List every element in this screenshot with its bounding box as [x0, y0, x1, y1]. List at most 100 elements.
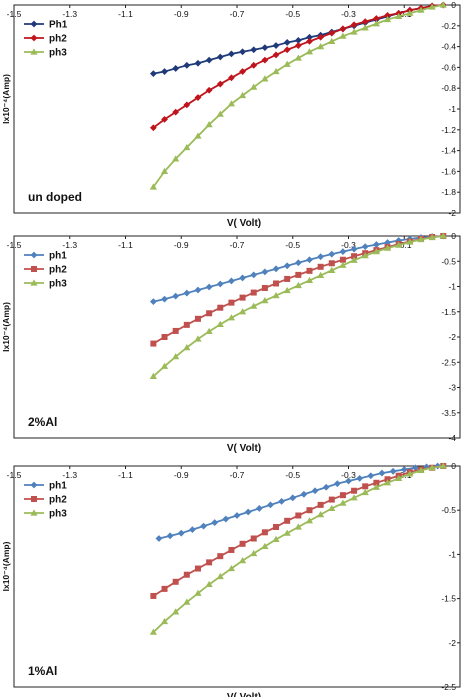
- y-tick-label: -1.5: [441, 307, 456, 317]
- data-point: [216, 320, 224, 327]
- y-tick-label: -4: [448, 433, 456, 443]
- legend-marker: [30, 481, 38, 489]
- x-tick-label: -0.7: [230, 240, 245, 250]
- data-point: [400, 466, 408, 473]
- data-point: [356, 474, 364, 482]
- data-point: [383, 479, 392, 486]
- data-point: [283, 60, 291, 67]
- data-point: [239, 540, 246, 547]
- data-point: [261, 529, 268, 536]
- x-tick-label: -0.7: [230, 9, 245, 19]
- data-point: [328, 504, 336, 512]
- data-point: [417, 466, 425, 474]
- data-point: [294, 54, 302, 61]
- data-point: [161, 116, 168, 123]
- data-point: [284, 517, 291, 524]
- data-point: [194, 589, 202, 596]
- data-point: [294, 36, 302, 44]
- data-point: [205, 283, 213, 291]
- data-point: [439, 232, 447, 239]
- data-point: [227, 314, 236, 321]
- y-tick-label: -0.2: [441, 21, 456, 31]
- data-point: [367, 472, 375, 480]
- data-point: [206, 310, 213, 317]
- plot-frame: [13, 4, 461, 214]
- data-point: [261, 297, 269, 304]
- data-point: [183, 101, 191, 109]
- data-point: [228, 277, 235, 285]
- data-point: [317, 271, 325, 278]
- data-point: [172, 353, 180, 360]
- legend-label: ph3: [49, 48, 67, 59]
- data-point: [395, 241, 403, 248]
- data-point: [238, 556, 247, 564]
- data-point: [239, 48, 246, 56]
- x-tick-label: -1.3: [62, 470, 77, 480]
- data-point: [383, 244, 392, 251]
- data-point: [194, 565, 201, 572]
- data-point: [233, 512, 241, 519]
- legend-marker: [31, 266, 37, 272]
- data-point: [250, 46, 258, 54]
- y-tick-label: -1.4: [441, 146, 456, 156]
- y-tick-label: -1.5: [441, 594, 456, 604]
- data-point: [351, 487, 358, 494]
- y-tick-label: -2: [448, 638, 456, 648]
- data-point: [306, 256, 313, 264]
- x-tick-label: -1.5: [7, 470, 22, 480]
- x-tick-label: -0.7: [230, 470, 245, 480]
- data-point: [372, 483, 380, 490]
- data-point: [149, 298, 157, 306]
- data-point: [328, 37, 336, 44]
- y-tick-label: -2: [448, 208, 456, 218]
- data-point: [350, 21, 358, 29]
- data-point: [317, 33, 325, 41]
- x-tick-label: -0.3: [341, 470, 356, 480]
- data-point: [155, 535, 163, 542]
- data-point: [328, 29, 336, 37]
- data-point: [361, 243, 369, 251]
- data-point: [361, 252, 369, 259]
- data-point: [294, 259, 302, 267]
- data-point: [361, 24, 369, 31]
- data-point: [428, 3, 436, 10]
- data-point: [239, 294, 246, 301]
- legend-marker: [30, 20, 38, 28]
- data-point: [250, 83, 258, 90]
- x-tick-label: -0.9: [174, 9, 189, 19]
- data-point: [328, 260, 335, 267]
- legend-label: Ph1: [49, 20, 68, 31]
- data-point: [339, 248, 347, 256]
- data-point: [289, 494, 297, 502]
- data-point: [339, 499, 347, 506]
- y-tick-label: -2: [448, 332, 456, 342]
- data-point: [183, 571, 190, 578]
- data-point: [261, 542, 269, 550]
- data-point: [161, 334, 168, 340]
- data-point: [384, 12, 391, 19]
- x-tick-label: -1.1: [118, 240, 133, 250]
- legend-marker: [30, 279, 38, 286]
- data-point: [216, 80, 224, 88]
- y-tick-label: -0.5: [441, 256, 456, 266]
- data-point: [339, 32, 347, 39]
- x-tick-label: -0.9: [174, 240, 189, 250]
- data-point: [328, 266, 336, 273]
- y-tick-label: -0.8: [441, 83, 456, 93]
- data-point: [373, 479, 380, 486]
- data-point: [428, 464, 436, 471]
- data-point: [216, 572, 224, 580]
- data-point: [194, 59, 202, 67]
- data-point: [339, 261, 347, 268]
- y-tick-label: -1.8: [441, 187, 456, 197]
- data-point: [216, 280, 224, 288]
- data-point: [395, 12, 403, 20]
- x-tick-label: -1.5: [7, 240, 22, 250]
- x-axis-label: V( Volt): [227, 218, 261, 229]
- data-point: [216, 110, 224, 117]
- data-point: [311, 487, 319, 495]
- plot-frame: [13, 235, 461, 439]
- y-tick-label: -2.5: [441, 357, 456, 367]
- data-point: [149, 70, 157, 78]
- data-point: [273, 523, 280, 530]
